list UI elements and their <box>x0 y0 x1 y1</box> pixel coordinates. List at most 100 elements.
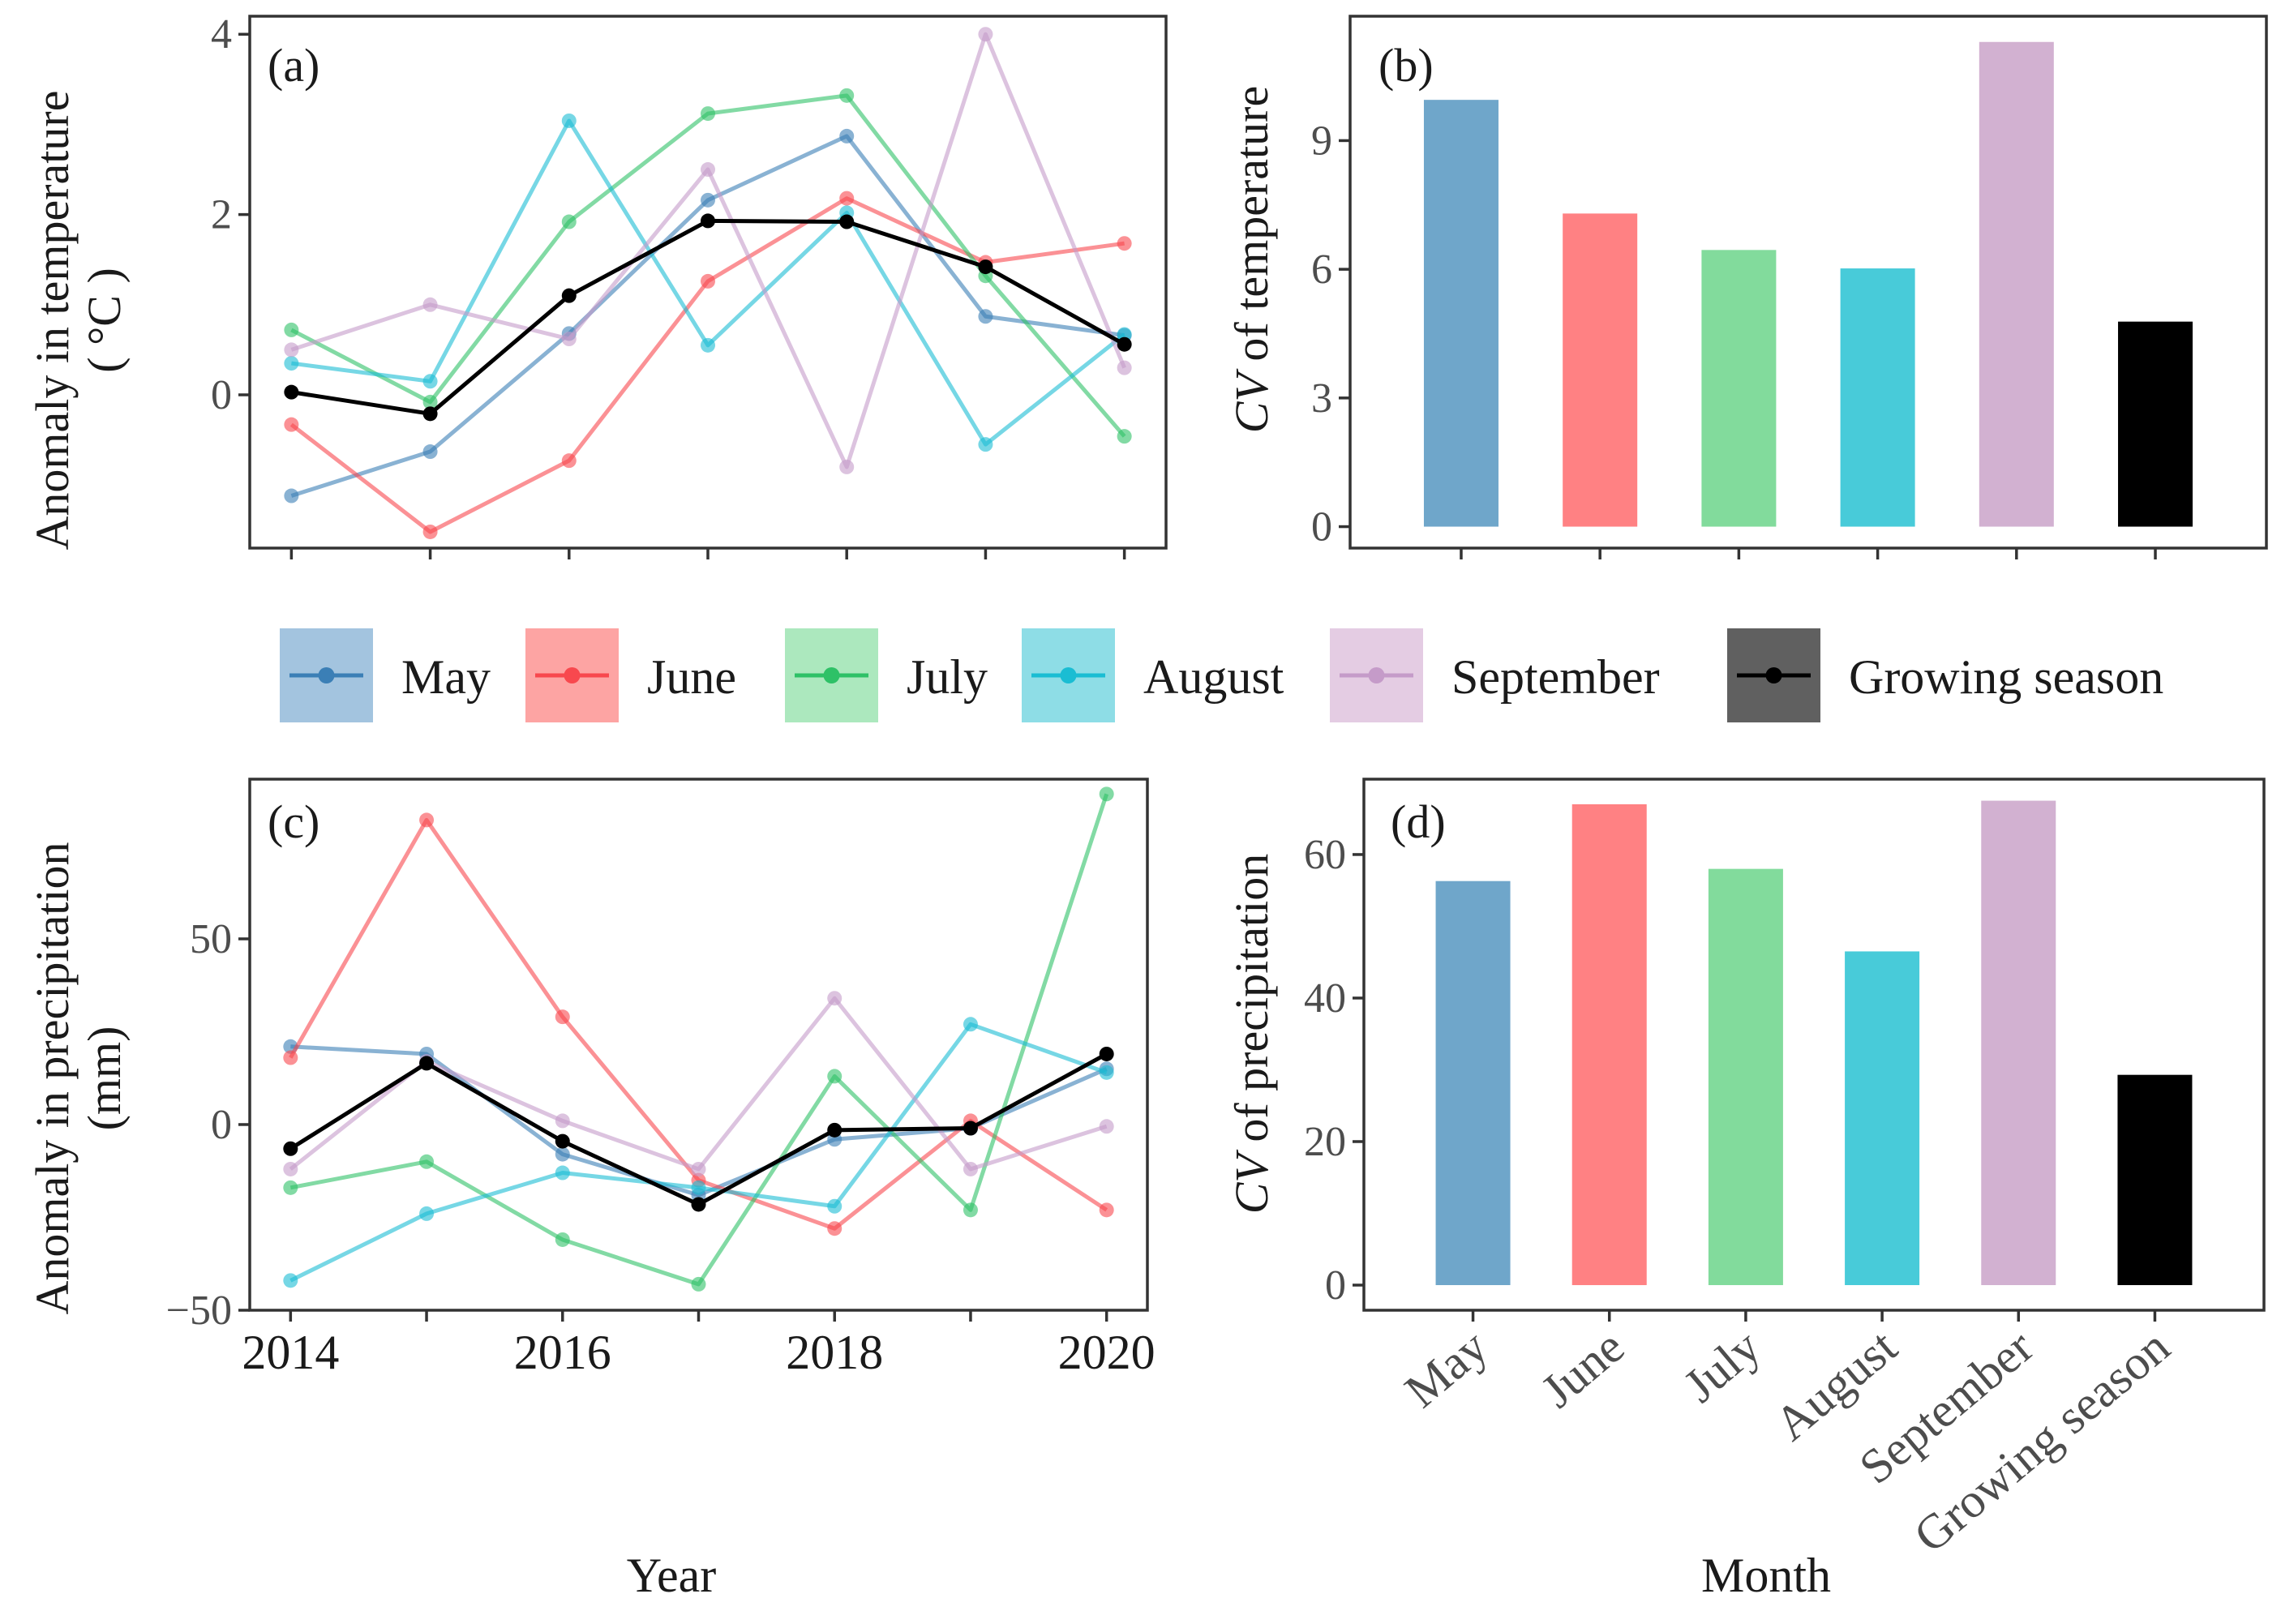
panel-c-point-august <box>1099 1065 1114 1080</box>
panel-c-point-september <box>283 1161 298 1176</box>
panel-c-point-july <box>283 1180 298 1195</box>
panel-c-point-growing-season <box>827 1122 843 1138</box>
panel-a-line-september <box>290 32 1126 469</box>
panel-a-point-june <box>1117 236 1132 251</box>
panel-c-ytick-label: 0 <box>211 1102 232 1148</box>
panel-c-plot: −50 0 50 2014 2016 2018 2020 <box>166 786 1156 1379</box>
panel-a-point-july <box>284 322 299 337</box>
panel-c-point-september <box>827 991 843 1006</box>
panel-c-xtick-label: 2020 <box>1058 1326 1156 1379</box>
panel-c-point-june <box>827 1221 843 1236</box>
legend-item-august: August <box>1022 628 1284 722</box>
panel-a-series-june <box>284 191 1132 539</box>
panel-a-point-growing-season <box>284 384 299 400</box>
panel-c-line-september <box>289 996 1108 1172</box>
panel-a-series-may <box>284 128 1132 503</box>
panel-b-bar-july <box>1701 250 1777 527</box>
panel-d-ylabel: CV of precipitation <box>1225 854 1278 1215</box>
panel-a-point-july <box>561 214 577 229</box>
panel-a-point-august <box>701 337 715 353</box>
panel-a-point-may <box>701 192 715 208</box>
panel-c-point-july <box>419 1154 435 1169</box>
panel-c-point-june <box>1099 1202 1114 1218</box>
panel-a-ytick-label: 0 <box>211 372 232 418</box>
panel-c-point-july <box>1099 786 1114 802</box>
legend-key-point <box>1368 667 1385 683</box>
panel-a-point-august <box>561 113 577 128</box>
legend-key-point <box>564 667 581 683</box>
panel-c-point-june <box>419 812 435 828</box>
panel-d-bar-september <box>1981 800 2056 1286</box>
legend-key-point <box>1765 667 1782 683</box>
panel-c-point-august <box>555 1165 570 1181</box>
panel-c-ylabel: Anomaly in precipitation (mm) <box>26 842 131 1314</box>
panel-a-point-growing-season <box>1117 336 1132 352</box>
svg-text:Anomaly in temperature: Anomaly in temperature <box>26 91 79 551</box>
panel-d-ytick-label: 40 <box>1304 975 1346 1022</box>
panel-a-point-growing-season <box>839 214 855 229</box>
panel-d-ytick-label: 20 <box>1304 1119 1346 1165</box>
legend-item-september: September <box>1330 628 1660 722</box>
panel-d-bar-may <box>1435 881 1511 1286</box>
panel-c-point-september <box>963 1161 978 1176</box>
panel-d-frame <box>1362 778 2266 1312</box>
legend-key-point <box>1060 667 1077 683</box>
panel-d-xtick-label: June <box>1531 1319 1634 1417</box>
panel-c-point-june <box>283 1050 298 1065</box>
panel-a-series-august <box>284 113 1132 452</box>
panel-a-label: (a) <box>268 39 319 92</box>
svg-text:CV of precipitation: CV of precipitation <box>1225 854 1278 1215</box>
panel-d-bar-july <box>1708 868 1783 1286</box>
panel-b-bar-september <box>1979 41 2054 527</box>
panel-c-point-july <box>555 1232 570 1247</box>
panel-a-point-september <box>561 332 577 347</box>
legend-label: Growing season <box>1849 650 2163 704</box>
panel-c-point-growing-season <box>283 1141 298 1156</box>
panel-b-ytick-label: 6 <box>1311 246 1332 293</box>
panel-a-point-september <box>284 342 299 358</box>
panel-a-point-growing-season <box>422 406 438 422</box>
panel-a-line-july <box>290 93 1126 438</box>
panel-c-point-may <box>555 1146 570 1162</box>
legend-label: July <box>907 650 988 704</box>
legend-item-july: July <box>785 628 988 722</box>
panel-b-bar-growing-season <box>2118 321 2193 527</box>
panel-b-ytick-label: 3 <box>1311 375 1332 422</box>
panel-a-ytick-label: 2 <box>211 192 232 238</box>
panel-b-bar-june <box>1563 213 1638 527</box>
panel-d-bar-growing-season <box>2117 1074 2193 1286</box>
panel-c-series-august <box>283 1017 1114 1288</box>
panel-b-frame <box>1348 15 2268 550</box>
panel-c-point-growing-season <box>555 1133 570 1149</box>
panel-c-frame <box>248 778 1149 1312</box>
panel-a-series-september <box>284 27 1132 474</box>
svg-text:( °C ): ( °C ) <box>78 268 131 373</box>
panel-b-bar-may <box>1423 100 1499 527</box>
panel-b-bar-august <box>1840 268 1915 527</box>
panel-b-plot: 0 3 6 9 <box>1311 41 2193 559</box>
panel-c-point-july <box>691 1276 706 1292</box>
panel-a-series-july <box>284 88 1132 444</box>
svg-text:(mm): (mm) <box>78 1026 131 1131</box>
panel-d-ytick-label: 60 <box>1304 832 1346 878</box>
panel-c-point-july <box>963 1202 978 1218</box>
panel-b-ylabel: CV of temperature <box>1225 86 1278 433</box>
panel-c-point-september <box>691 1161 706 1176</box>
legend-label: May <box>401 650 491 704</box>
panel-a-point-july <box>422 394 438 409</box>
legend-key-point <box>823 667 840 683</box>
panel-b-ytick-label: 9 <box>1311 118 1332 164</box>
panel-c-point-growing-season <box>419 1056 435 1071</box>
panel-a-point-june <box>561 453 577 469</box>
panel-c-point-august <box>827 1198 843 1214</box>
panel-a-point-growing-season <box>978 259 993 275</box>
panel-a-point-growing-season <box>701 213 715 229</box>
panel-c-series-growing-season <box>283 1046 1114 1212</box>
legend-label: August <box>1143 650 1284 704</box>
legend-label: June <box>647 650 736 704</box>
panel-a-series-growing-season <box>284 213 1132 422</box>
panel-c-series-july <box>283 786 1114 1292</box>
panel-c-ytick-label: 50 <box>190 916 232 962</box>
panel-a-point-may <box>978 309 993 324</box>
panel-a-line-june <box>289 196 1125 534</box>
